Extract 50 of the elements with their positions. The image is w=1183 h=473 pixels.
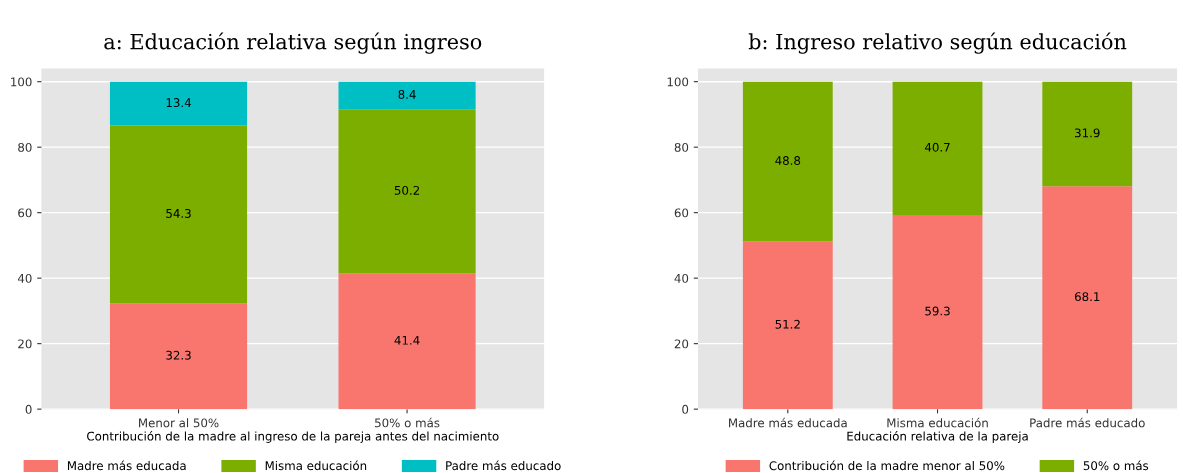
x-axis-title: Educación relativa de la pareja [847,430,1028,443]
y-tick-label: 80 [674,142,689,152]
bar [338,81,476,110]
x-tick-label: Madre más educada [729,417,847,428]
y-tick-label: 100 [667,77,689,87]
data-label: 59.3 [925,306,950,316]
data-label: 40.7 [924,142,950,152]
data-label: 41.4 [394,336,420,345]
chart-title: b: Ingreso relativo según educación [748,32,1127,54]
y-tick-label: 20 [674,339,689,349]
legend-label: Padre más educado [446,460,561,471]
y-tick-label: 60 [18,208,32,218]
x-tick-label: Misma educación [887,417,988,428]
bar [109,303,248,410]
legend-label: Contribución de la madre menor al 50% [769,460,1005,471]
x-tick-label: 50% o más [375,417,440,428]
legend-label: Misma educación [265,460,367,471]
y-tick-label: 0 [25,404,32,414]
bar [1042,81,1133,187]
data-label: 48.8 [775,156,801,166]
y-tick-label: 80 [18,142,32,152]
y-tick-label: 60 [674,208,689,218]
data-label: 32.3 [166,350,191,360]
bar [338,109,476,274]
bar [892,81,983,215]
data-label: 54.3 [166,208,191,218]
y-tick-label: 20 [18,339,32,349]
y-tick-label: 100 [11,77,32,87]
data-label: 51.2 [775,319,800,329]
y-tick-label: 40 [17,273,32,283]
x-axis-title: Contribución de la madre al ingreso de la pareja antes del nacimiento [87,430,499,443]
data-label: 8.4 [398,89,416,99]
bar [109,81,248,126]
bar [742,241,833,410]
chart-title: a: Educación relativa según ingreso [104,32,482,54]
x-tick-label: Menor al 50% [139,418,219,428]
x-tick-label: Padre más educado [1030,417,1145,428]
bar [1042,186,1133,410]
data-label: 50.2 [394,185,420,195]
legend-label: Madre más educada [67,460,186,471]
y-tick-label: 40 [674,273,689,283]
data-label: 13.4 [166,98,192,108]
data-label: 68.1 [1074,292,1100,302]
data-label: 31.9 [1075,128,1100,138]
legend-label: 50% o más [1083,460,1149,471]
y-tick-label: 0 [682,404,689,414]
bar [338,273,476,410]
bar [742,81,833,242]
bar [109,125,248,304]
bar [892,214,983,410]
